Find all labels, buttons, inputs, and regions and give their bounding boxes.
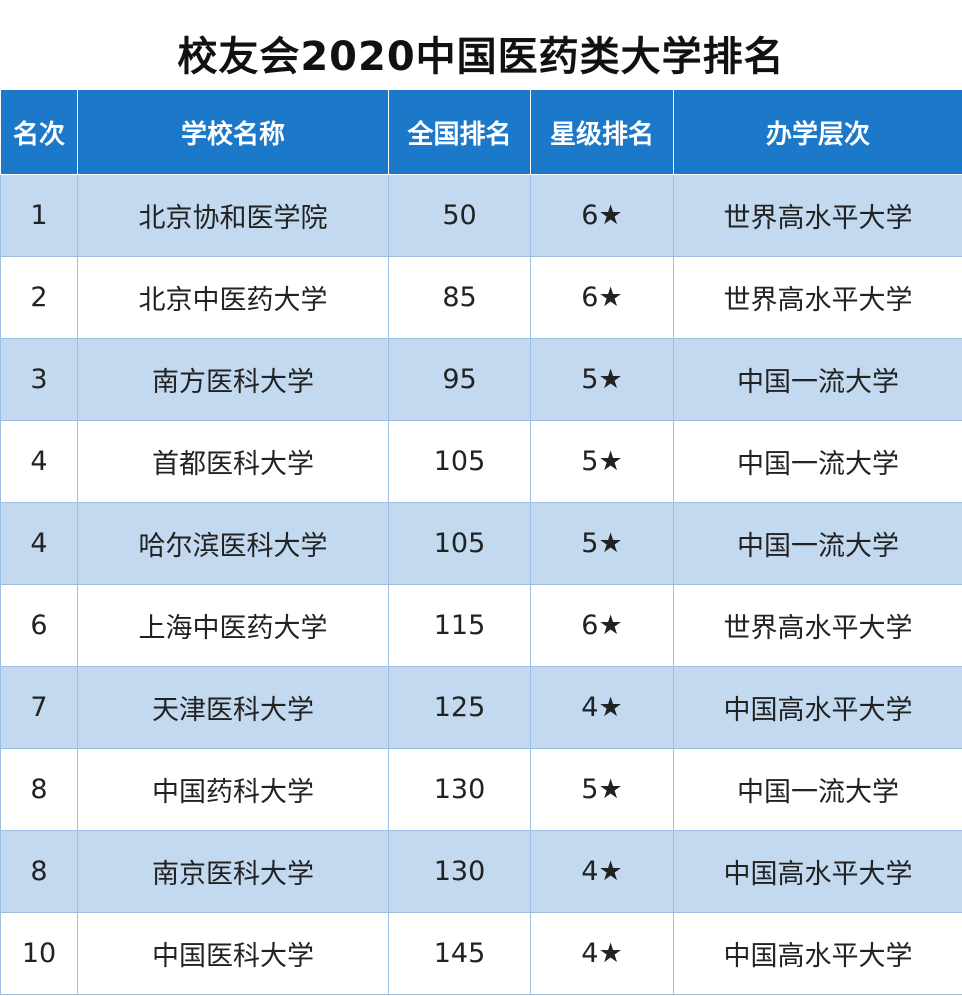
cell-star-rank: 5★ <box>530 338 674 421</box>
cell-school-level: 中国一流大学 <box>673 420 962 503</box>
cell-rank: 8 <box>0 748 78 831</box>
cell-national-rank: 85 <box>388 256 531 339</box>
table-row: 7 天津医科大学 125 4★ 中国高水平大学 <box>0 666 962 749</box>
cell-school-name: 中国药科大学 <box>77 748 389 831</box>
page-title: 校友会2020中国医药类大学排名 <box>177 34 785 80</box>
cell-rank: 1 <box>0 174 78 257</box>
cell-school-level: 世界高水平大学 <box>673 256 962 339</box>
cell-star-rank: 4★ <box>530 830 674 913</box>
cell-rank: 2 <box>0 256 78 339</box>
cell-school-name: 南方医科大学 <box>77 338 389 421</box>
cell-school-level: 中国一流大学 <box>673 502 962 585</box>
cell-star-rank: 6★ <box>530 584 674 667</box>
cell-national-rank: 115 <box>388 584 531 667</box>
table-row: 10 中国医科大学 145 4★ 中国高水平大学 <box>0 912 962 995</box>
cell-rank: 8 <box>0 830 78 913</box>
col-header-school-level: 办学层次 <box>673 89 962 175</box>
table-row: 8 中国药科大学 130 5★ 中国一流大学 <box>0 748 962 831</box>
cell-national-rank: 105 <box>388 420 531 503</box>
cell-national-rank: 50 <box>388 174 531 257</box>
cell-school-name: 中国医科大学 <box>77 912 389 995</box>
cell-star-rank: 6★ <box>530 174 674 257</box>
cell-star-rank: 5★ <box>530 748 674 831</box>
cell-school-name: 上海中医药大学 <box>77 584 389 667</box>
col-header-school-name: 学校名称 <box>77 89 389 175</box>
col-header-national-rank: 全国排名 <box>388 89 531 175</box>
col-header-rank: 名次 <box>0 89 78 175</box>
cell-school-level: 中国高水平大学 <box>673 912 962 995</box>
cell-school-level: 世界高水平大学 <box>673 584 962 667</box>
ranking-table: 名次 学校名称 全国排名 星级排名 办学层次 1 北京协和医学院 50 6★ 世界高水平… <box>0 89 962 995</box>
cell-rank: 3 <box>0 338 78 421</box>
table-body: 1 北京协和医学院 50 6★ 世界高水平大学 2 北京中医药大学 85 6★ 世界高水平大学 3 南… <box>0 174 962 995</box>
cell-national-rank: 95 <box>388 338 531 421</box>
cell-rank: 6 <box>0 584 78 667</box>
cell-school-level: 中国高水平大学 <box>673 830 962 913</box>
cell-school-name: 北京中医药大学 <box>77 256 389 339</box>
cell-national-rank: 130 <box>388 830 531 913</box>
cell-star-rank: 4★ <box>530 912 674 995</box>
cell-rank: 4 <box>0 502 78 585</box>
table-header: 名次 学校名称 全国排名 星级排名 办学层次 <box>0 89 962 175</box>
cell-school-name: 哈尔滨医科大学 <box>77 502 389 585</box>
cell-star-rank: 6★ <box>530 256 674 339</box>
cell-school-level: 中国一流大学 <box>673 748 962 831</box>
table-row: 2 北京中医药大学 85 6★ 世界高水平大学 <box>0 256 962 339</box>
header-row: 名次 学校名称 全国排名 星级排名 办学层次 <box>0 89 962 175</box>
cell-rank: 4 <box>0 420 78 503</box>
cell-school-name: 首都医科大学 <box>77 420 389 503</box>
cell-national-rank: 130 <box>388 748 531 831</box>
cell-national-rank: 105 <box>388 502 531 585</box>
cell-star-rank: 4★ <box>530 666 674 749</box>
table-row: 1 北京协和医学院 50 6★ 世界高水平大学 <box>0 174 962 257</box>
cell-school-level: 中国一流大学 <box>673 338 962 421</box>
table-row: 3 南方医科大学 95 5★ 中国一流大学 <box>0 338 962 421</box>
cell-star-rank: 5★ <box>530 502 674 585</box>
cell-rank: 7 <box>0 666 78 749</box>
cell-school-name: 天津医科大学 <box>77 666 389 749</box>
cell-rank: 10 <box>0 912 78 995</box>
cell-national-rank: 125 <box>388 666 531 749</box>
col-header-star-rank: 星级排名 <box>530 89 674 175</box>
cell-school-name: 北京协和医学院 <box>77 174 389 257</box>
cell-school-name: 南京医科大学 <box>77 830 389 913</box>
cell-star-rank: 5★ <box>530 420 674 503</box>
table-row: 8 南京医科大学 130 4★ 中国高水平大学 <box>0 830 962 913</box>
table-row: 4 首都医科大学 105 5★ 中国一流大学 <box>0 420 962 503</box>
table-row: 4 哈尔滨医科大学 105 5★ 中国一流大学 <box>0 502 962 585</box>
cell-school-level: 中国高水平大学 <box>673 666 962 749</box>
cell-national-rank: 145 <box>388 912 531 995</box>
table-row: 6 上海中医药大学 115 6★ 世界高水平大学 <box>0 584 962 667</box>
cell-school-level: 世界高水平大学 <box>673 174 962 257</box>
